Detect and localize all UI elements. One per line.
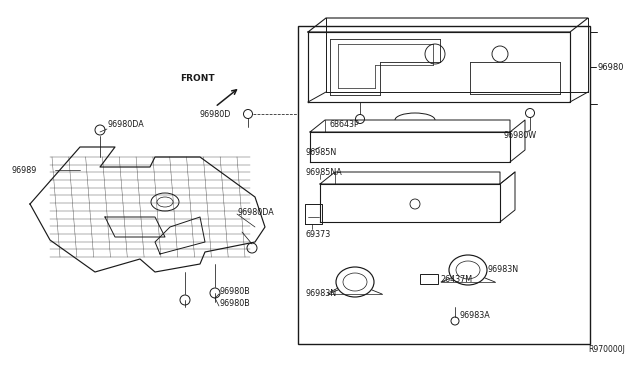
- Text: 68643P: 68643P: [330, 119, 360, 128]
- Text: R970000J: R970000J: [588, 346, 625, 355]
- Text: 96980: 96980: [598, 62, 625, 71]
- Text: 26437M: 26437M: [440, 275, 472, 283]
- Text: 96980B: 96980B: [220, 288, 251, 296]
- Text: 69373: 69373: [305, 230, 330, 238]
- Text: 96980B: 96980B: [220, 299, 251, 308]
- Text: 96985N: 96985N: [305, 148, 336, 157]
- Text: 96983A: 96983A: [460, 311, 491, 320]
- Text: 96983N: 96983N: [487, 264, 518, 273]
- Text: 96985NA: 96985NA: [305, 167, 342, 176]
- Bar: [298, 26, 590, 344]
- Text: 96989: 96989: [12, 166, 37, 174]
- Text: 96980DA: 96980DA: [238, 208, 275, 217]
- Text: 96980W: 96980W: [504, 131, 537, 140]
- Bar: [420, 274, 438, 284]
- Text: FRONT: FRONT: [180, 74, 214, 83]
- Text: 96983N: 96983N: [305, 289, 336, 298]
- Text: 96980D: 96980D: [200, 109, 232, 119]
- Text: 96980DA: 96980DA: [108, 119, 145, 128]
